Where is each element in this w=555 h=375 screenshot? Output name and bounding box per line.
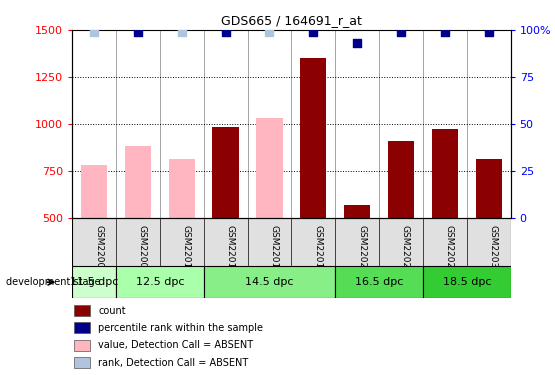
Text: GSM22031: GSM22031 xyxy=(489,225,498,274)
Text: GSM22022: GSM22022 xyxy=(357,225,366,274)
Bar xyxy=(388,141,414,218)
Text: 12.5 dpc: 12.5 dpc xyxy=(135,277,184,287)
Bar xyxy=(476,159,502,218)
Text: GSM22016: GSM22016 xyxy=(270,225,279,274)
Point xyxy=(265,29,274,35)
Bar xyxy=(74,340,90,351)
Point xyxy=(90,29,99,35)
Text: percentile rank within the sample: percentile rank within the sample xyxy=(98,323,264,333)
Point xyxy=(309,29,317,35)
Point xyxy=(134,29,142,35)
Bar xyxy=(74,322,90,333)
Point xyxy=(396,29,405,35)
Text: 18.5 dpc: 18.5 dpc xyxy=(442,277,491,287)
Bar xyxy=(72,266,116,298)
Bar xyxy=(74,357,90,368)
Text: rank, Detection Call = ABSENT: rank, Detection Call = ABSENT xyxy=(98,358,249,368)
Text: GSM22007: GSM22007 xyxy=(138,225,147,274)
Bar xyxy=(423,266,511,298)
Bar xyxy=(335,266,423,298)
Point xyxy=(221,29,230,35)
Text: GSM22010: GSM22010 xyxy=(182,225,191,274)
Text: GSM22004: GSM22004 xyxy=(94,225,103,274)
Point xyxy=(485,29,493,35)
Point xyxy=(178,29,186,35)
Bar xyxy=(72,217,511,266)
Bar xyxy=(116,266,204,298)
Bar xyxy=(81,165,107,218)
Text: 11.5 dpc: 11.5 dpc xyxy=(70,277,118,287)
Text: GSM22019: GSM22019 xyxy=(313,225,322,274)
Text: 14.5 dpc: 14.5 dpc xyxy=(245,277,294,287)
Bar xyxy=(213,127,239,218)
Point xyxy=(441,29,450,35)
Text: GSM22028: GSM22028 xyxy=(445,225,454,274)
Bar xyxy=(432,129,458,218)
Text: development stage: development stage xyxy=(6,277,100,287)
Bar xyxy=(74,305,90,316)
Text: 16.5 dpc: 16.5 dpc xyxy=(355,277,403,287)
Bar xyxy=(256,118,282,218)
Bar xyxy=(344,206,370,218)
Text: GSM22025: GSM22025 xyxy=(401,225,410,274)
Text: count: count xyxy=(98,306,126,315)
Text: value, Detection Call = ABSENT: value, Detection Call = ABSENT xyxy=(98,340,254,350)
Title: GDS665 / 164691_r_at: GDS665 / 164691_r_at xyxy=(221,15,362,27)
Bar xyxy=(125,146,151,218)
Bar xyxy=(300,58,326,217)
Text: GSM22013: GSM22013 xyxy=(225,225,235,274)
Point xyxy=(353,40,362,46)
Bar xyxy=(169,159,195,218)
Bar xyxy=(204,266,335,298)
